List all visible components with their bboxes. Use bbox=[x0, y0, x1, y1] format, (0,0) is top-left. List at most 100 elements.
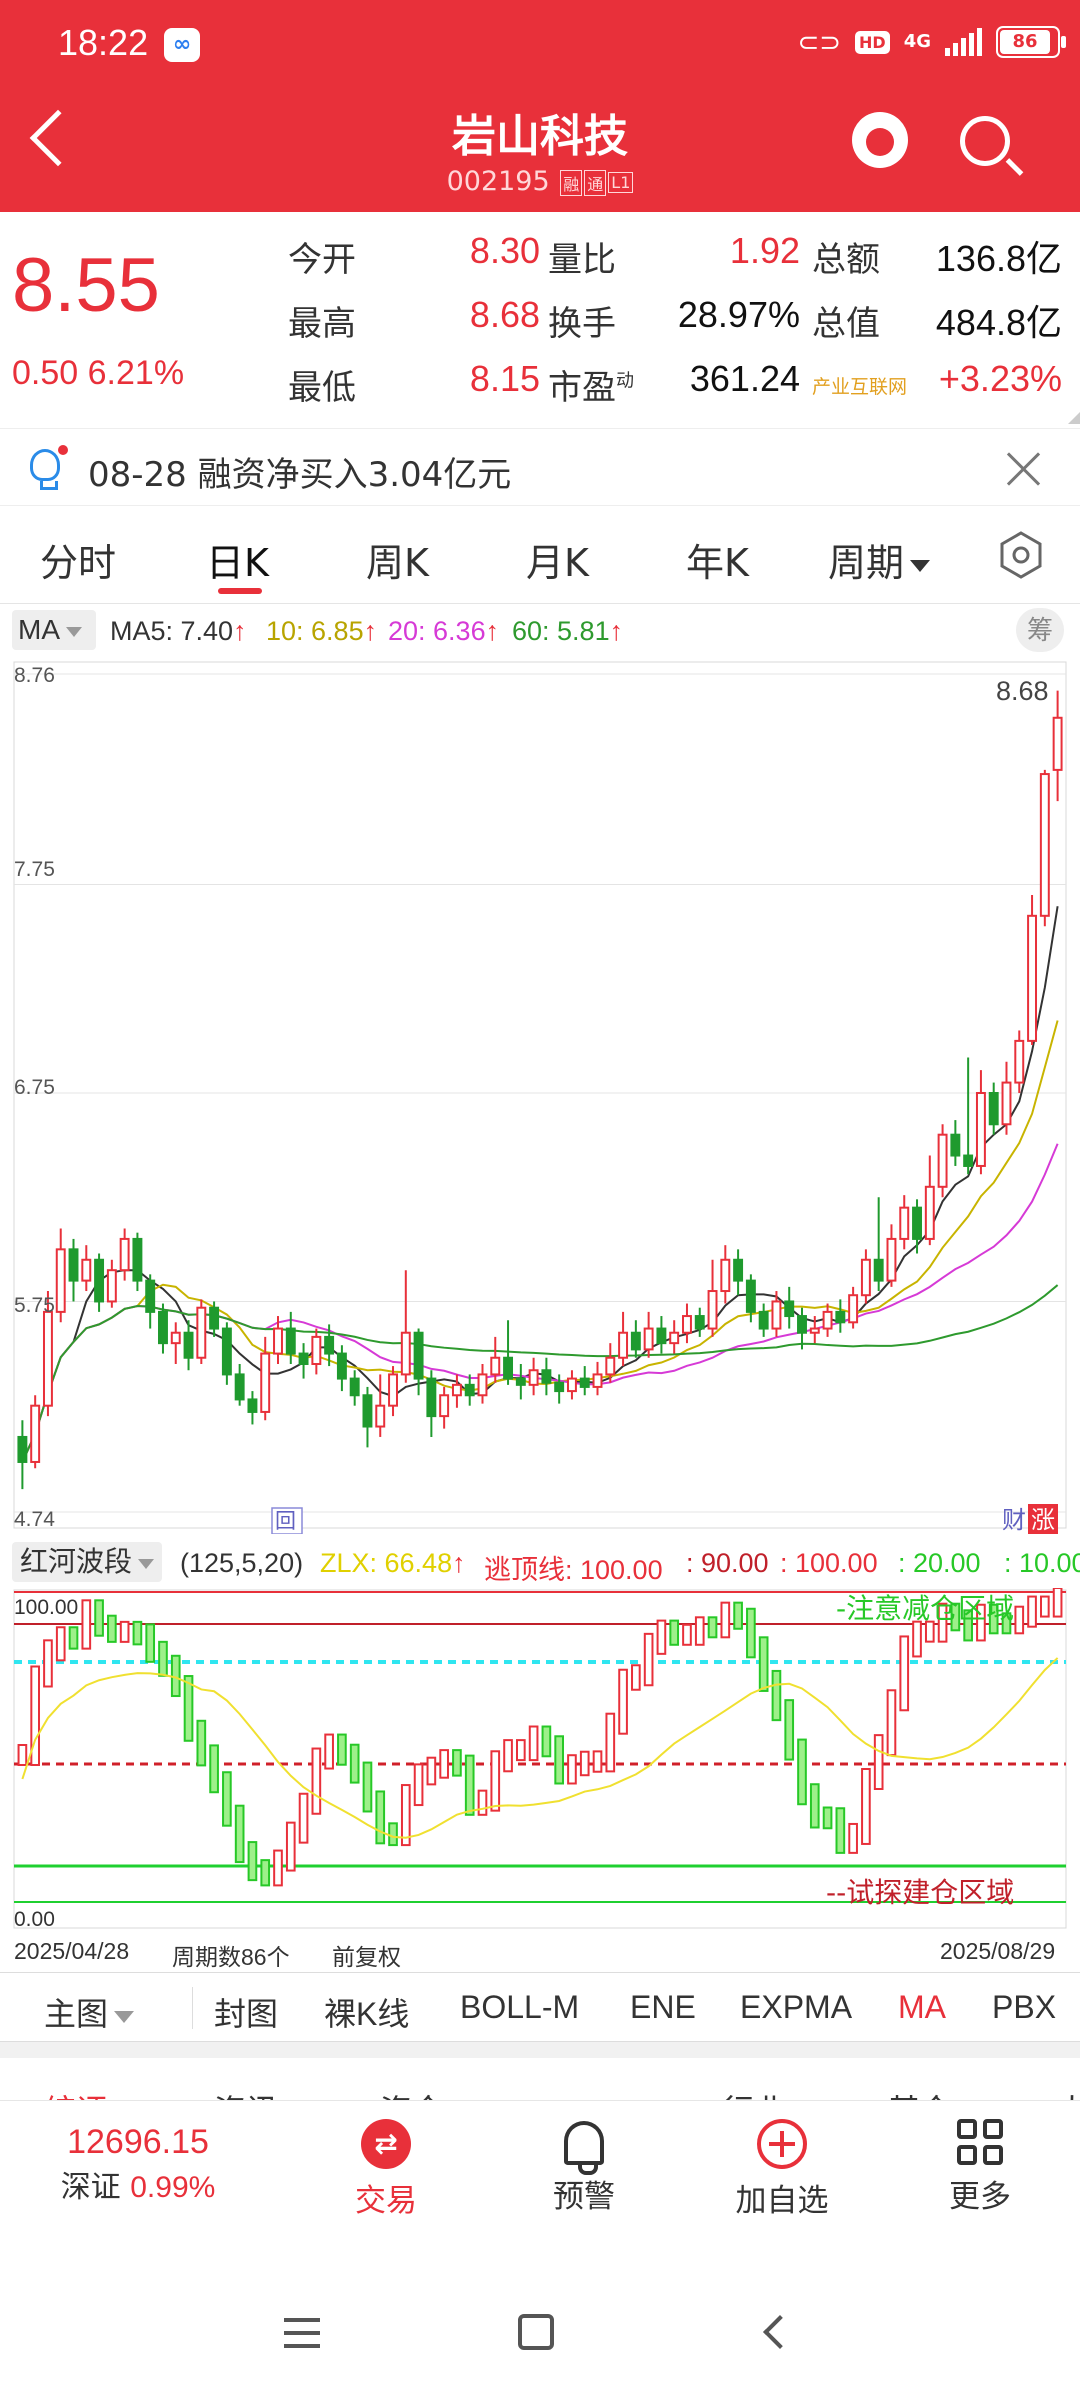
chart-footer: 2025/04/28 周期数86个 前复权 2025/08/29 bbox=[0, 1932, 1080, 1972]
candle-up bbox=[1039, 773, 1050, 917]
search-icon[interactable] bbox=[960, 116, 1010, 166]
market-cap-value: 484.8亿 bbox=[935, 302, 1062, 343]
candle-up bbox=[196, 1306, 207, 1359]
wave-bar-down bbox=[145, 1623, 156, 1663]
tab-ma[interactable]: MA bbox=[898, 1989, 946, 2025]
hd-badge: HD bbox=[855, 30, 890, 54]
nav-add-watchlist[interactable]: 加自选 bbox=[722, 2119, 842, 2220]
chip-distribution-button[interactable]: 筹 bbox=[1016, 608, 1064, 652]
tab-monthly-k[interactable]: 月K bbox=[526, 541, 589, 585]
tab-seal-chart[interactable]: 封图 bbox=[214, 1996, 279, 2032]
candle-up bbox=[669, 1331, 680, 1345]
wave-bar-down bbox=[758, 1636, 769, 1692]
candle-up bbox=[528, 1369, 539, 1386]
candle-down bbox=[950, 1133, 961, 1157]
industry-change[interactable]: +3.23% bbox=[938, 358, 1062, 399]
recent-apps-icon[interactable] bbox=[284, 2318, 320, 2348]
nav-alert[interactable]: 预警 bbox=[524, 2119, 644, 2216]
candle-down bbox=[630, 1331, 641, 1351]
end-date: 2025/08/29 bbox=[940, 1938, 1056, 1964]
candle-down bbox=[298, 1352, 309, 1365]
index-ticker[interactable]: 12696.15 深证 0.99% bbox=[48, 2123, 228, 2206]
candle-up bbox=[119, 1237, 130, 1272]
tab-main-chart[interactable]: 主图 bbox=[44, 1989, 135, 2035]
tab-weekly-k[interactable]: 周K bbox=[366, 541, 429, 585]
mascot-icon[interactable] bbox=[852, 112, 908, 168]
tab-bare-k[interactable]: 裸K线 bbox=[324, 1996, 410, 2032]
candle-up bbox=[439, 1394, 450, 1418]
tab-funds[interactable]: 资金 bbox=[380, 2086, 444, 2102]
tab-intraday[interactable]: 分时 bbox=[40, 541, 117, 585]
tab-boll-m[interactable]: BOLL-M bbox=[460, 1989, 580, 2025]
candle-up bbox=[643, 1327, 654, 1351]
wave-bar-up bbox=[976, 1603, 986, 1642]
period-count: 周期数86个 bbox=[172, 1944, 290, 1970]
notice-bar[interactable]: 08-28 融资净买入3.04亿元 bbox=[0, 428, 1080, 506]
wave-bar-up bbox=[631, 1664, 641, 1691]
change-value: 0.50 bbox=[12, 354, 79, 392]
tab-fund-holders[interactable]: 基金 bbox=[888, 2086, 952, 2102]
candle-down bbox=[515, 1377, 526, 1386]
candle-up bbox=[451, 1383, 462, 1397]
tab-daily-k[interactable]: 日K bbox=[206, 541, 269, 585]
link-app-icon: ∞ bbox=[164, 28, 200, 62]
settings-hexagon-icon[interactable] bbox=[996, 530, 1046, 580]
wave-bar-up bbox=[426, 1756, 437, 1786]
candlestick-chart[interactable]: 8.76 7.75 6.75 5.75 4.74 8.68 回 财 涨 bbox=[0, 654, 1080, 1534]
signal-icon bbox=[945, 28, 982, 56]
app-header: 18:22 ∞ ⊂⊃ HD 4G 86 岩山科技 002195 融通 L1 bbox=[0, 0, 1080, 212]
wave-bar-down bbox=[388, 1822, 398, 1847]
home-icon[interactable] bbox=[518, 2314, 554, 2350]
wave-bar-down bbox=[1001, 1612, 1012, 1635]
candle-down bbox=[503, 1356, 514, 1380]
stock-name: 岩山科技 bbox=[452, 111, 628, 162]
wave-bar-up bbox=[605, 1712, 616, 1773]
tab-ene[interactable]: ENE bbox=[630, 1989, 696, 2025]
notice-text[interactable]: 08-28 融资净买入3.04亿元 bbox=[88, 455, 512, 495]
main-indicator-select[interactable]: MA bbox=[12, 610, 96, 650]
tab-industry[interactable]: 行业 bbox=[722, 2086, 786, 2102]
ma20-value: 20: 6.36↑ bbox=[388, 616, 500, 646]
candle-up bbox=[1001, 1081, 1012, 1126]
wave-bar-down bbox=[707, 1616, 718, 1639]
close-icon[interactable] bbox=[1004, 449, 1044, 489]
nav-more[interactable]: 更多 bbox=[920, 2119, 1040, 2216]
tab-expma[interactable]: EXPMA bbox=[740, 1989, 853, 2025]
candle-up bbox=[618, 1331, 629, 1359]
price-change: 0.50 6.21% bbox=[12, 354, 184, 393]
nav-trade[interactable]: ⇄ 交易 bbox=[326, 2119, 446, 2220]
tab-pbx[interactable]: PBX bbox=[992, 1989, 1057, 2025]
tab-yearly-k[interactable]: 年K bbox=[686, 541, 749, 585]
candle-down bbox=[285, 1327, 296, 1355]
wave-bar-up bbox=[656, 1619, 667, 1655]
candle-down bbox=[234, 1373, 245, 1401]
nav-more-label: 更多 bbox=[949, 2179, 1011, 2215]
candle-up bbox=[388, 1373, 398, 1407]
candle-down bbox=[579, 1377, 590, 1388]
candle-up bbox=[848, 1294, 859, 1324]
wave-bar-up bbox=[17, 1744, 28, 1766]
change-percent: 6.21% bbox=[87, 354, 185, 392]
adjust-mode[interactable]: 前复权 bbox=[332, 1944, 401, 1970]
candle-up bbox=[42, 1310, 53, 1407]
wave-indicator-chart[interactable]: 100.00 0.00 -注意减仓区域 --试探建仓区域 bbox=[0, 1588, 1080, 1930]
candle-down bbox=[209, 1306, 220, 1330]
wave-bar-up bbox=[273, 1849, 283, 1887]
system-back-icon[interactable] bbox=[763, 2315, 797, 2349]
indicator-tabs: 主图 封图 裸K线 BOLL-M ENE EXPMA MA PBX bbox=[0, 1972, 1080, 2042]
expand-corner-icon[interactable] bbox=[1068, 412, 1080, 424]
tab-more[interactable]: 大 bbox=[1056, 2086, 1080, 2102]
sub-indicator-select[interactable]: 红河波段 bbox=[12, 1542, 163, 1582]
tab-period[interactable]: 周期 bbox=[828, 532, 931, 587]
candle-down bbox=[873, 1258, 884, 1282]
wave-bar-down bbox=[132, 1620, 143, 1646]
candle-down bbox=[247, 1398, 258, 1413]
event-marker-finance: 财 bbox=[1002, 1506, 1026, 1534]
tab-news[interactable]: 资讯 bbox=[214, 2086, 278, 2102]
wave-bar-up bbox=[924, 1620, 935, 1643]
link-icon: ⊂⊃ bbox=[797, 26, 842, 57]
industry-label[interactable]: 产业互联网 bbox=[812, 376, 908, 398]
candle-down bbox=[758, 1310, 769, 1330]
wave-bar-up bbox=[30, 1665, 41, 1766]
tab-overview[interactable]: 综评 bbox=[44, 2086, 108, 2102]
